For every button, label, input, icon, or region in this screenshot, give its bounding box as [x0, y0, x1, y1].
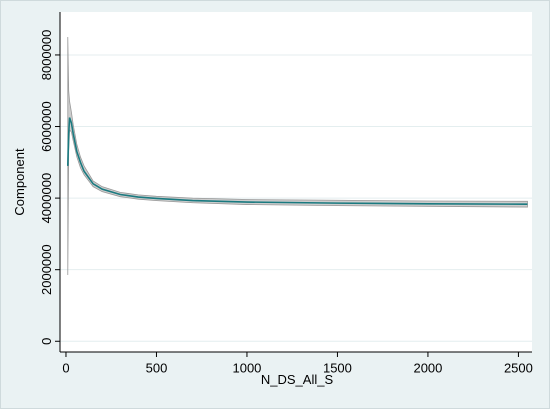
x-tick-label: 1000: [232, 360, 261, 375]
x-tick-label: 0: [62, 360, 69, 375]
x-tick-label: 1500: [323, 360, 352, 375]
y-tick-label: 8000000: [39, 30, 54, 81]
plot-area: [60, 12, 532, 352]
y-tick-label: 2000000: [39, 244, 54, 295]
y-tick-label: 0: [39, 338, 54, 345]
line: [66, 117, 528, 205]
x-tick-label: 500: [146, 360, 168, 375]
x-tick-label: 2000: [413, 360, 442, 375]
y-tick-label: 4000000: [39, 173, 54, 224]
confidence-band: [67, 37, 528, 276]
y-axis-title: Component: [12, 148, 27, 216]
x-axis-title: N_DS_All_S: [261, 372, 334, 387]
y-tick-label: 6000000: [39, 101, 54, 152]
x-tick-label: 2500: [504, 360, 533, 375]
